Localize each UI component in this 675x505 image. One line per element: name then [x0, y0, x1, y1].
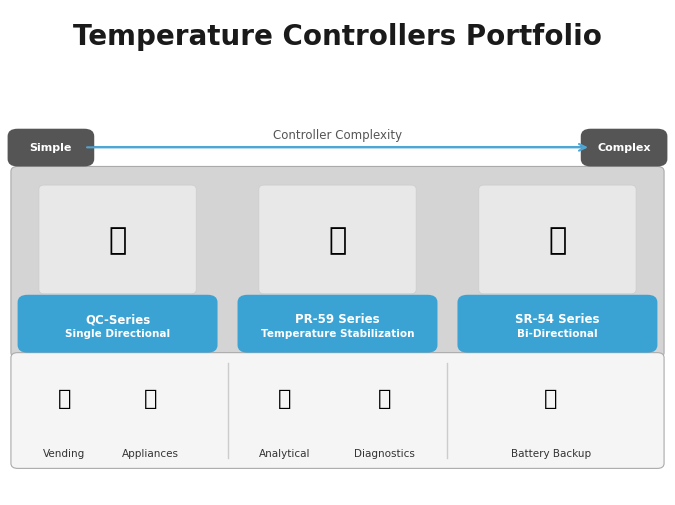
- Text: Complex: Complex: [597, 143, 651, 153]
- Text: Appliances: Appliances: [122, 448, 180, 459]
- Text: 📦: 📦: [109, 225, 127, 255]
- FancyBboxPatch shape: [39, 186, 196, 294]
- Text: Controller Complexity: Controller Complexity: [273, 129, 402, 142]
- Text: 🖥: 🖥: [57, 388, 71, 408]
- Text: Vending: Vending: [43, 448, 85, 459]
- Text: Analytical: Analytical: [259, 448, 310, 459]
- FancyBboxPatch shape: [238, 295, 437, 353]
- Text: 🧪: 🧪: [377, 388, 391, 408]
- FancyBboxPatch shape: [18, 295, 217, 353]
- FancyBboxPatch shape: [580, 129, 668, 167]
- FancyBboxPatch shape: [11, 167, 664, 358]
- Text: 🏠: 🏠: [144, 388, 157, 408]
- Text: Temperature Stabilization: Temperature Stabilization: [261, 328, 414, 338]
- Text: Battery Backup: Battery Backup: [511, 448, 591, 459]
- FancyBboxPatch shape: [7, 129, 94, 167]
- Text: Diagnostics: Diagnostics: [354, 448, 414, 459]
- Text: 📦: 📦: [548, 225, 566, 255]
- Text: Bi-Directional: Bi-Directional: [517, 328, 598, 338]
- Text: SR-54 Series: SR-54 Series: [515, 313, 599, 325]
- FancyBboxPatch shape: [479, 186, 636, 294]
- Text: 🔋: 🔋: [544, 388, 558, 408]
- Text: Temperature Controllers Portfolio: Temperature Controllers Portfolio: [73, 23, 602, 50]
- FancyBboxPatch shape: [11, 353, 664, 469]
- FancyBboxPatch shape: [458, 295, 657, 353]
- Text: Single Directional: Single Directional: [65, 328, 170, 338]
- Text: QC-Series: QC-Series: [85, 313, 151, 325]
- FancyBboxPatch shape: [259, 186, 416, 294]
- Text: PR-59 Series: PR-59 Series: [295, 313, 380, 325]
- Text: 🔬: 🔬: [277, 388, 291, 408]
- Text: Simple: Simple: [30, 143, 72, 153]
- Text: 📦: 📦: [328, 225, 347, 255]
